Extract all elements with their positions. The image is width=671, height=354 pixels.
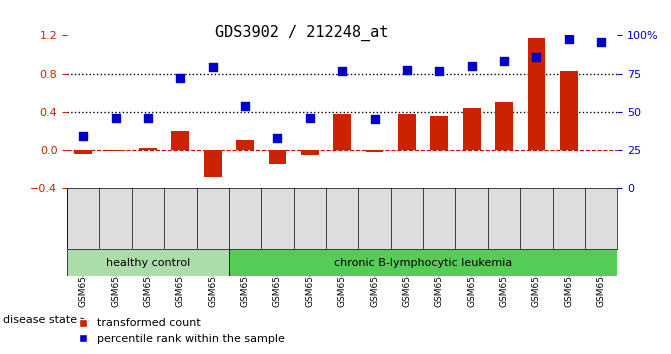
Point (466, 63, 477, 69)
Point (143, 115, 154, 121)
Bar (495, 102, 513, 150)
Point (175, 75, 186, 81)
Bar (74, 150, 92, 154)
Bar (366, 150, 384, 152)
Bar (236, 140, 254, 150)
Bar (107, 150, 125, 151)
Bar (301, 150, 319, 155)
Point (240, 103, 250, 109)
Bar (430, 116, 448, 150)
Text: chronic B-lymphocytic leukemia: chronic B-lymphocytic leukemia (334, 258, 512, 268)
Bar (172, 131, 189, 150)
Point (531, 55, 541, 60)
Point (78, 134, 89, 139)
Point (434, 68, 445, 74)
Point (305, 115, 315, 121)
Text: healthy control: healthy control (106, 258, 190, 268)
Bar (268, 150, 287, 164)
FancyBboxPatch shape (67, 249, 229, 276)
Point (337, 68, 348, 74)
Point (272, 136, 283, 141)
Point (207, 64, 218, 70)
Point (110, 115, 121, 121)
Bar (463, 108, 480, 150)
Text: GDS3902 / 212248_at: GDS3902 / 212248_at (215, 25, 389, 41)
Bar (527, 38, 546, 150)
Bar (139, 148, 157, 150)
Legend: transformed count, percentile rank within the sample: transformed count, percentile rank withi… (72, 314, 289, 348)
Text: disease state ►: disease state ► (3, 315, 89, 325)
Point (369, 116, 380, 122)
Point (564, 36, 574, 42)
Bar (204, 150, 221, 177)
FancyBboxPatch shape (229, 249, 617, 276)
Bar (398, 114, 416, 150)
Point (499, 58, 509, 64)
Bar (333, 114, 351, 150)
Bar (560, 71, 578, 150)
Point (401, 67, 412, 73)
Point (596, 39, 607, 45)
